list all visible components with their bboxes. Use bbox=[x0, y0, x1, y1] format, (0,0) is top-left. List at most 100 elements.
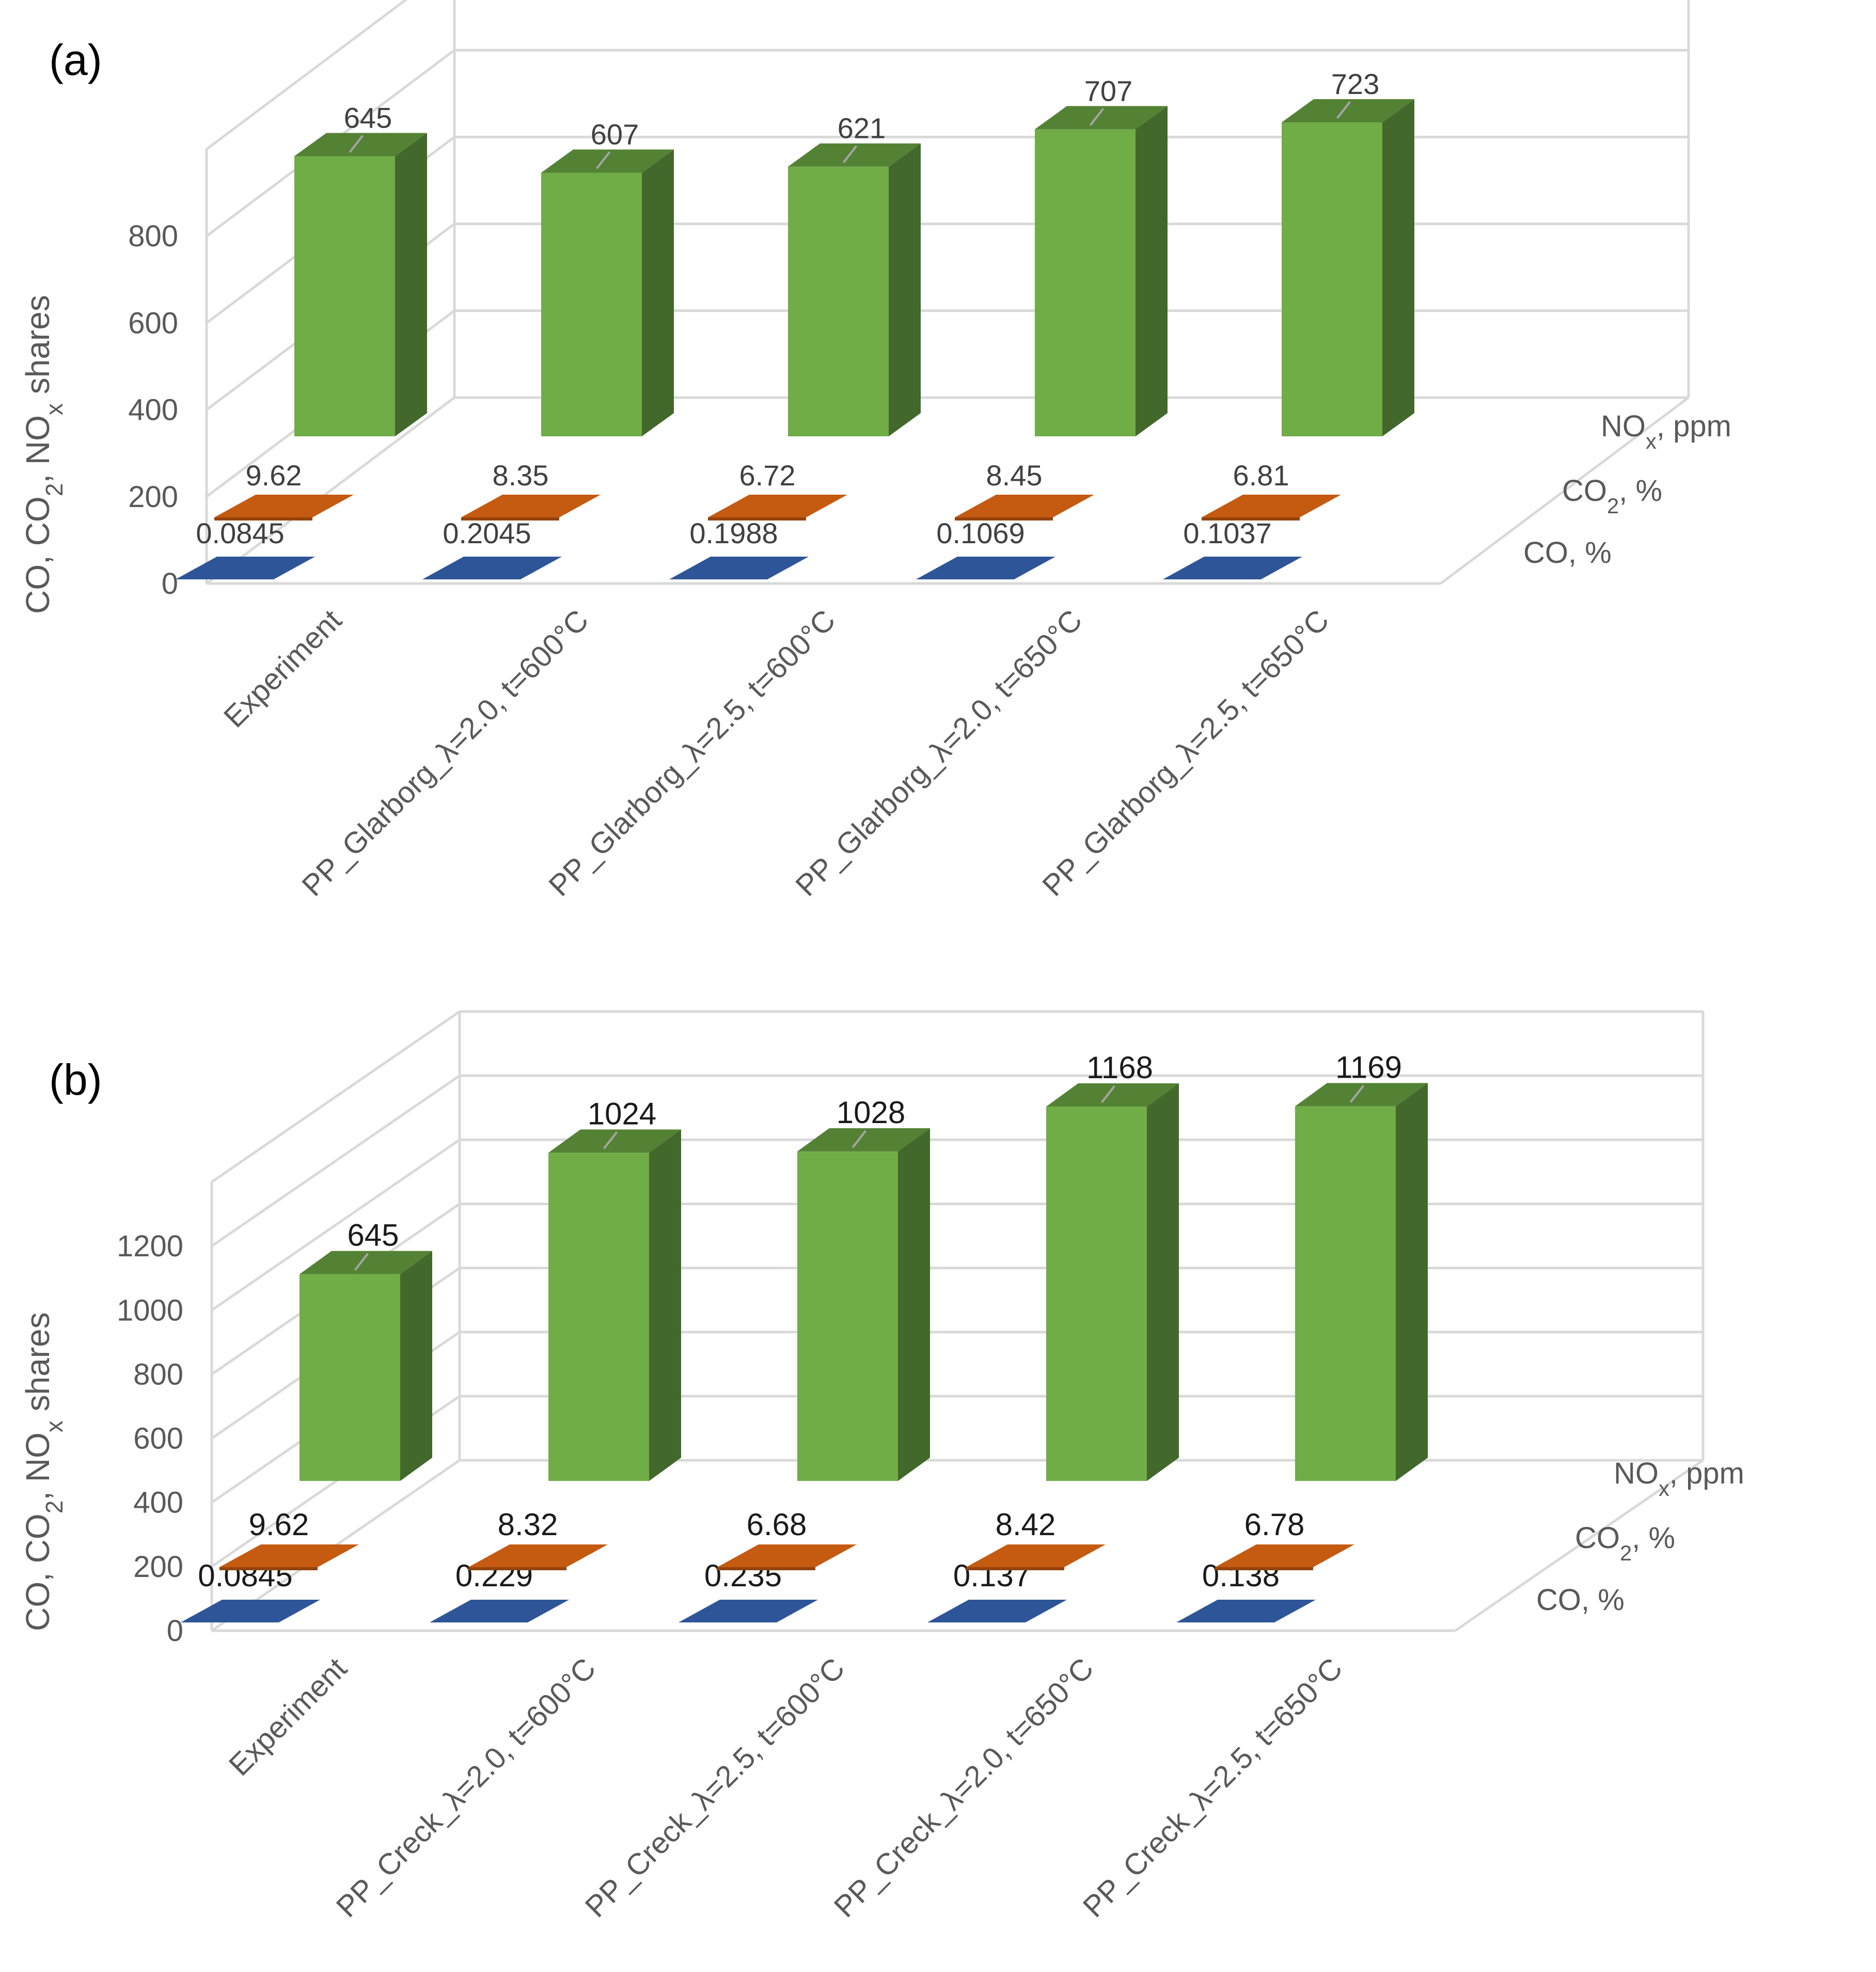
data-label-co: 0.1988 bbox=[689, 517, 778, 549]
y-tick-label: 800 bbox=[133, 1358, 183, 1391]
gridline-side bbox=[211, 1010, 461, 1184]
bar-nox-front bbox=[541, 172, 642, 436]
bar-nox-top bbox=[1282, 99, 1414, 122]
bar-co bbox=[916, 557, 1055, 579]
data-label-leader bbox=[852, 1130, 867, 1148]
y-tick-label: 200 bbox=[128, 480, 178, 514]
data-label-leader bbox=[1089, 108, 1105, 126]
category-label: PP_Glarborg_λ=2.5, t=600°C bbox=[542, 603, 842, 903]
bar-co2-edge bbox=[219, 1567, 318, 1570]
bar-co2-edge bbox=[468, 1567, 566, 1570]
bar-nox-side bbox=[649, 1129, 681, 1481]
bar-nox-top bbox=[788, 143, 921, 167]
data-label-co2: 6.81 bbox=[1233, 459, 1289, 492]
panel-label: (a) bbox=[49, 36, 102, 84]
bar-co bbox=[1163, 557, 1302, 579]
bar-nox-top bbox=[548, 1129, 681, 1153]
data-label-nox: 645 bbox=[344, 102, 392, 134]
gridline-side bbox=[211, 1075, 461, 1248]
data-label-nox: 723 bbox=[1331, 68, 1379, 100]
y-tick-label: 1200 bbox=[117, 1229, 183, 1263]
series-label: CO2, % bbox=[1575, 1521, 1675, 1565]
series-label: NOx, ppm bbox=[1614, 1457, 1744, 1501]
data-label-co: 0.1069 bbox=[936, 517, 1024, 549]
bar-nox-front bbox=[788, 166, 889, 436]
bar-nox-top bbox=[1295, 1083, 1428, 1107]
gridlines bbox=[210, 1010, 1705, 1632]
y-tick-label: 200 bbox=[133, 1550, 183, 1584]
bar-co bbox=[176, 557, 315, 579]
data-label-nox: 1168 bbox=[1086, 1050, 1153, 1085]
bar-co2-edge bbox=[955, 517, 1053, 520]
bar-nox-top bbox=[1035, 106, 1168, 130]
data-label-nox: 1024 bbox=[588, 1096, 656, 1131]
bar-co2 bbox=[219, 1544, 359, 1567]
data-label-leader bbox=[1100, 1085, 1116, 1103]
data-label-leader bbox=[595, 151, 611, 169]
bar-co bbox=[679, 1600, 818, 1622]
bar-nox-side bbox=[642, 149, 674, 436]
data-label-co2: 9.62 bbox=[249, 1507, 309, 1542]
category-label: PP_Creck_λ=2.5, t=600°C bbox=[579, 1651, 851, 1923]
bar-co2-edge bbox=[708, 517, 806, 520]
bar-nox-front bbox=[1282, 122, 1382, 436]
y-tick-label: 600 bbox=[128, 306, 178, 340]
y-tick-label: 400 bbox=[128, 393, 178, 427]
bar-co2 bbox=[955, 495, 1094, 517]
bar-nox-front bbox=[1295, 1106, 1396, 1481]
data-label-co2: 8.32 bbox=[498, 1507, 558, 1542]
category-label: PP_Creck_λ=2.5, t=650°C bbox=[1077, 1651, 1349, 1923]
bar-co2 bbox=[708, 495, 847, 517]
bar-co bbox=[1176, 1600, 1316, 1622]
bar-co2-edge bbox=[717, 1567, 815, 1570]
data-label-co: 0.0845 bbox=[196, 517, 284, 549]
bar-co bbox=[430, 1600, 569, 1622]
gridlines bbox=[205, 0, 1690, 585]
panel-label: (b) bbox=[49, 1055, 102, 1104]
category-label: Experiment bbox=[217, 603, 348, 734]
data-label-co2: 6.78 bbox=[1244, 1507, 1305, 1542]
data-label-co2: 8.42 bbox=[996, 1507, 1056, 1542]
bar-co2-edge bbox=[214, 517, 312, 520]
category-label: PP_Creck_λ=2.0, t=600°C bbox=[330, 1651, 602, 1923]
bar-nox-front bbox=[548, 1153, 649, 1481]
chart-panel-a: (a) 0 200 400 600 800 CO, CO2, NOx shares CO, %… bbox=[19, 0, 1731, 903]
bar-co bbox=[181, 1600, 320, 1622]
data-label-nox: 621 bbox=[838, 112, 886, 145]
series-label: CO2, % bbox=[1562, 474, 1662, 518]
bar-nox-side bbox=[400, 1251, 432, 1481]
data-label-co2: 6.72 bbox=[739, 459, 796, 492]
bar-co2 bbox=[1202, 495, 1341, 517]
series-label: NOx, ppm bbox=[1601, 409, 1731, 453]
chart-panel-b: (b) 0 200 400 600 800 1000 1200 CO, CO2, NOx sha… bbox=[19, 1010, 1744, 1924]
data-label-leader bbox=[842, 145, 858, 163]
y-tick-label: 0 bbox=[162, 567, 178, 601]
data-label-nox: 1169 bbox=[1335, 1050, 1402, 1084]
bar-co2 bbox=[214, 495, 354, 517]
y-tick-label: 600 bbox=[133, 1422, 183, 1456]
gridline-side bbox=[206, 397, 455, 585]
data-label-leader bbox=[1349, 1085, 1365, 1103]
category-label: PP_Creck_λ=2.0, t=650°C bbox=[828, 1651, 1100, 1923]
data-label-nox: 707 bbox=[1084, 74, 1132, 107]
series-label: CO, % bbox=[1536, 1583, 1625, 1617]
data-label-co2: 9.62 bbox=[246, 459, 302, 492]
bar-co2-edge bbox=[966, 1567, 1064, 1570]
y-tick-label: 1000 bbox=[117, 1293, 183, 1327]
category-label: PP_Glarborg_λ=2.5, t=650°C bbox=[1036, 603, 1335, 903]
bar-nox-side bbox=[1147, 1083, 1179, 1481]
bar-nox-side bbox=[395, 133, 427, 436]
data-label-co2: 6.68 bbox=[747, 1507, 807, 1542]
bar-co2 bbox=[461, 495, 601, 517]
y-axis-title: CO, CO2, NOx shares bbox=[19, 1312, 68, 1631]
category-label: PP_Glarborg_λ=2.0, t=650°C bbox=[789, 603, 1089, 903]
y-tick-label: 800 bbox=[128, 219, 178, 253]
bar-nox-side bbox=[1382, 99, 1414, 436]
data-label-nox: 1028 bbox=[837, 1095, 905, 1130]
y-tick-label: 0 bbox=[167, 1614, 183, 1648]
gridline-side bbox=[206, 0, 408, 150]
bar-nox-top bbox=[797, 1128, 930, 1151]
bar-co2-edge bbox=[461, 517, 559, 520]
bar-co2 bbox=[1215, 1544, 1354, 1567]
